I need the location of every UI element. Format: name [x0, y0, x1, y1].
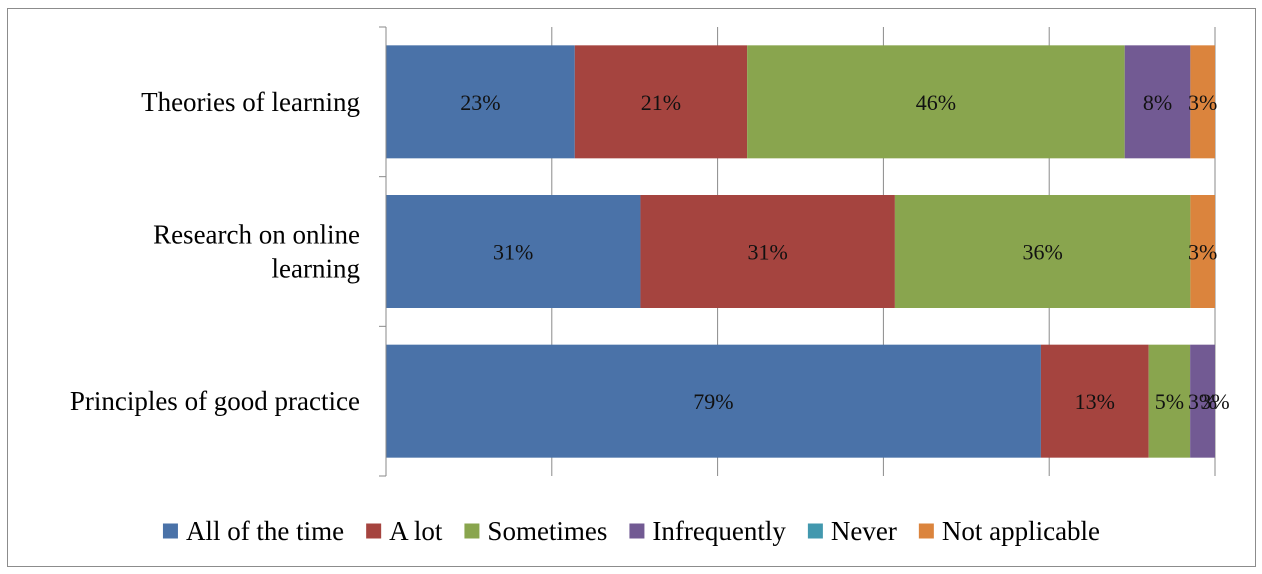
data-label: 21% [641, 90, 681, 115]
legend-swatch [464, 523, 480, 539]
category-label: Theories of learning [141, 87, 360, 117]
bar-sometimes-principles-of-good-practice [1148, 344, 1191, 458]
bar-all-of-the-time-principles-of-good-practice [386, 344, 1041, 458]
bar-infrequently-theories-of-learning [1124, 45, 1191, 159]
legend-swatch [629, 523, 645, 539]
data-label: 36% [1022, 240, 1062, 265]
chart-frame: Theories of learning Research on online le… [7, 8, 1256, 567]
data-label: 31% [748, 240, 788, 265]
legend-item-not-applicable: Not applicable [918, 516, 1100, 546]
legend-label: Infrequently [652, 516, 786, 546]
stacked-bar-chart: Theories of learning Research on online le… [70, 26, 1230, 546]
legend-swatch [366, 523, 382, 539]
bar-infrequently-principles-of-good-practice [1190, 344, 1215, 458]
legend-label: Not applicable [942, 516, 1100, 546]
bar-all-of-the-time-research-on-online-learning [386, 195, 641, 308]
bar-not-applicable-theories-of-learning [1190, 45, 1215, 159]
bar-a-lot-research-on-online-learning [640, 195, 895, 308]
legend-label: Sometimes [487, 516, 607, 546]
category-label: Principles of good practice [70, 386, 360, 416]
data-label: 3% [1200, 389, 1229, 414]
bar-a-lot-principles-of-good-practice [1040, 344, 1149, 458]
data-label: 3% [1188, 240, 1217, 265]
legend-swatch [162, 523, 178, 539]
y-axis [379, 26, 387, 477]
legend-label: Never [831, 516, 897, 546]
legend-item-sometimes: Sometimes [464, 516, 607, 546]
legend: All of the time A lot Sometimes Infrequentl… [162, 516, 1100, 546]
category-label: Research on online learning [153, 220, 360, 284]
bar-segments [386, 45, 1215, 458]
data-label: 3% [1188, 90, 1217, 115]
data-label: 8% [1143, 90, 1172, 115]
data-labels: 23% 21% 46% 8% 3%31% 31% 36% 3%79% 13% 5% 3%3% [460, 90, 1229, 414]
data-label: 46% [916, 90, 956, 115]
data-label: 23% [460, 90, 500, 115]
legend-label: A lot [389, 516, 443, 546]
category-labels: Theories of learning Research on online le… [70, 87, 360, 416]
legend-item-infrequently: Infrequently [629, 516, 786, 546]
data-label: 79% [693, 389, 733, 414]
bar-all-of-the-time-theories-of-learning [386, 45, 575, 159]
legend-item-all-of-the-time: All of the time [162, 516, 344, 546]
data-label: 3% [1188, 389, 1217, 414]
bar-sometimes-theories-of-learning [747, 45, 1125, 159]
legend-swatch [807, 523, 823, 539]
legend-item-a-lot: A lot [366, 516, 443, 546]
legend-item-never: Never [807, 516, 897, 546]
bar-a-lot-theories-of-learning [574, 45, 748, 159]
legend-label: All of the time [186, 516, 344, 546]
data-label: 31% [493, 240, 533, 265]
bar-not-applicable-research-on-online-learning [1190, 195, 1215, 308]
bar-sometimes-research-on-online-learning [894, 195, 1191, 308]
legend-swatch [918, 523, 934, 539]
data-label: 5% [1155, 389, 1184, 414]
data-label: 13% [1075, 389, 1115, 414]
